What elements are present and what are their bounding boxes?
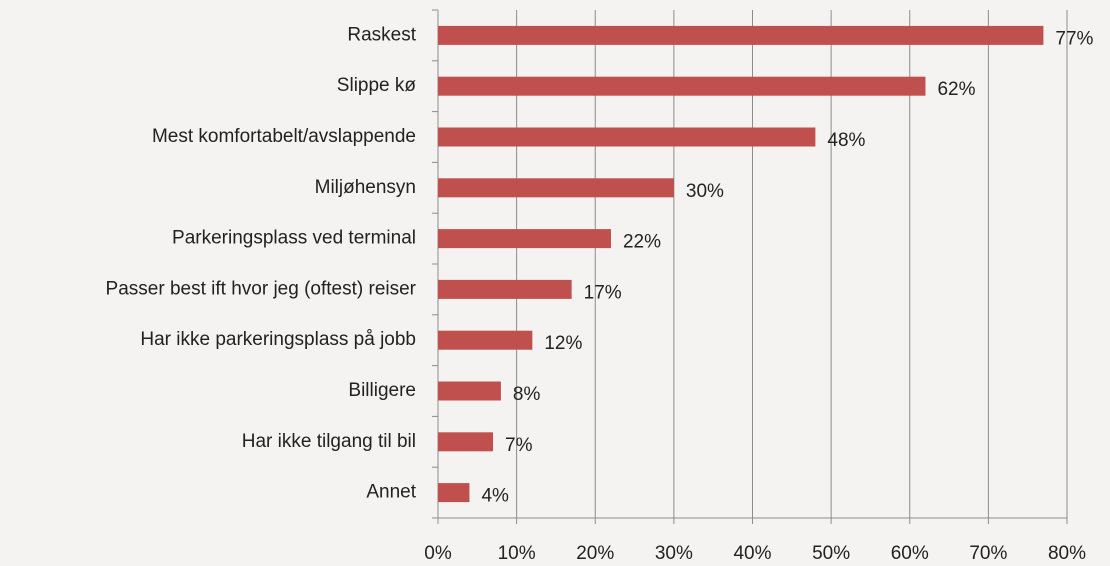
- x-tick-label: 30%: [655, 543, 693, 564]
- x-tick-label: 10%: [498, 543, 536, 564]
- y-tick-label: Annet: [366, 482, 416, 503]
- y-tick-label: Billigere: [348, 380, 416, 401]
- bar: [438, 127, 816, 147]
- x-tick-label: 50%: [812, 543, 850, 564]
- value-label: 8%: [513, 384, 541, 405]
- y-tick-label: Mest komfortabelt/avslappende: [152, 126, 416, 147]
- y-tick-label: Miljøhensyn: [315, 177, 416, 198]
- y-tick-label: Parkeringsplass ved terminal: [172, 228, 416, 249]
- bar: [438, 432, 494, 452]
- bar: [438, 76, 926, 96]
- y-tick-label: Slippe kø: [337, 75, 417, 96]
- bar: [438, 483, 470, 503]
- bar: [438, 178, 674, 198]
- y-tick-label: Raskest: [347, 24, 416, 45]
- x-tick-label: 60%: [891, 543, 929, 564]
- x-tick-label: 20%: [576, 543, 614, 564]
- y-tick-label: Passer best ift hvor jeg (oftest) reiser: [106, 278, 417, 299]
- value-label: 22%: [623, 232, 661, 253]
- value-label: 7%: [505, 435, 533, 456]
- x-tick-label: 80%: [1048, 543, 1086, 564]
- bar: [438, 25, 1044, 45]
- x-tick-label: 70%: [969, 543, 1007, 564]
- y-tick-label: Har ikke parkeringsplass på jobb: [140, 329, 416, 350]
- bar: [438, 381, 501, 401]
- value-label: 48%: [827, 130, 865, 151]
- value-label: 4%: [481, 486, 509, 507]
- value-label: 12%: [544, 333, 582, 354]
- value-label: 30%: [686, 181, 724, 202]
- bar: [438, 229, 611, 249]
- value-label: 62%: [937, 79, 975, 100]
- bar: [438, 330, 533, 350]
- x-tick-label: 0%: [424, 543, 452, 564]
- y-tick-label: Har ikke tilgang til bil: [242, 431, 416, 452]
- x-tick-label: 40%: [733, 543, 771, 564]
- bar: [438, 279, 572, 299]
- value-label: 77%: [1055, 28, 1093, 49]
- value-label: 17%: [584, 282, 622, 303]
